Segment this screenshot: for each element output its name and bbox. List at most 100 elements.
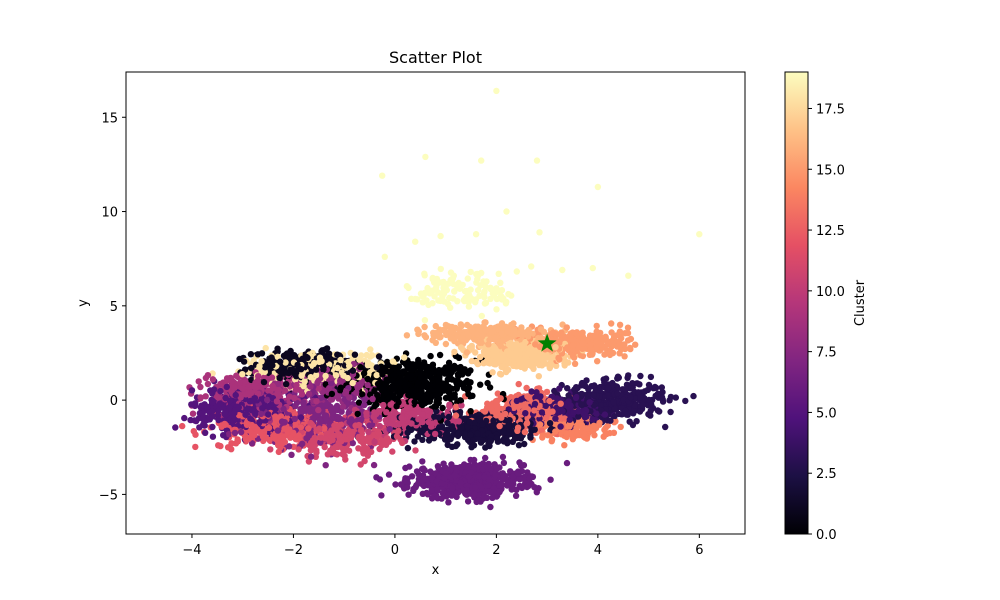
scatter-point <box>181 414 188 422</box>
scatter-point <box>412 238 419 245</box>
scatter-point <box>516 476 523 483</box>
scatter-point <box>467 456 474 464</box>
scatter-point <box>656 408 663 415</box>
scatter-point <box>505 290 512 298</box>
scatter-point <box>495 270 502 277</box>
scatter-point <box>189 410 197 417</box>
scatter-point <box>493 306 500 313</box>
scatter-point <box>536 229 543 236</box>
scatter-point <box>565 359 572 366</box>
scatter-point <box>437 232 444 240</box>
scatter-point <box>197 383 204 391</box>
scatter-point <box>411 438 418 445</box>
scatter-point <box>422 334 430 341</box>
scatter-point <box>548 438 555 445</box>
scatter-point <box>371 438 378 446</box>
scatter-point <box>419 299 426 306</box>
scatter-point <box>365 428 372 436</box>
scatter-point <box>500 295 507 302</box>
scatter-point <box>489 369 496 376</box>
scatter-point <box>478 312 485 320</box>
scatter-point <box>317 394 325 402</box>
scatter-point <box>403 332 411 339</box>
scatter-points <box>172 87 703 511</box>
scatter-point <box>349 439 356 447</box>
scatter-point <box>326 384 333 392</box>
scatter-point <box>455 354 463 361</box>
scatter-point <box>389 448 396 455</box>
scatter-point <box>478 157 485 164</box>
scatter-point <box>442 340 450 348</box>
scatter-point <box>318 402 325 409</box>
scatter-point <box>419 427 426 434</box>
scatter-point <box>667 393 675 401</box>
scatter-point <box>563 459 571 467</box>
scatter-point <box>527 434 534 441</box>
scatter-point <box>654 390 662 397</box>
scatter-point <box>484 379 491 387</box>
scatter-point <box>456 285 463 292</box>
scatter-point <box>204 403 211 411</box>
scatter-point <box>556 385 563 392</box>
scatter-point <box>497 395 504 402</box>
scatter-point <box>696 231 703 238</box>
scatter-point <box>404 444 412 452</box>
scatter-point <box>291 415 298 423</box>
scatter-point <box>217 442 224 450</box>
scatter-point <box>464 498 472 505</box>
scatter-point <box>322 462 329 469</box>
scatter-point <box>652 384 660 391</box>
scatter-point <box>419 436 426 443</box>
scatter-point <box>513 268 520 275</box>
scatter-point <box>477 381 484 388</box>
scatter-point <box>446 294 453 302</box>
scatter-point <box>268 374 276 381</box>
scatter-point <box>450 272 457 279</box>
scatter-point <box>428 495 436 502</box>
scatter-point <box>312 453 319 460</box>
scatter-point <box>521 440 528 448</box>
scatter-point <box>366 422 373 429</box>
scatter-point <box>547 476 554 483</box>
scatter-point <box>266 436 273 444</box>
scatter-point <box>467 408 474 415</box>
scatter-point <box>608 320 615 327</box>
scatter-point <box>247 351 255 358</box>
scatter-point <box>379 172 386 179</box>
scatter-point <box>625 372 632 379</box>
scatter-point <box>324 451 331 458</box>
scatter-point <box>636 408 644 415</box>
scatter-point <box>426 290 434 297</box>
scatter-point <box>357 461 364 468</box>
scatter-point <box>508 486 515 493</box>
scatter-point <box>594 358 601 365</box>
scatter-point <box>321 443 328 451</box>
scatter-point <box>188 387 196 394</box>
scatter-point <box>591 382 598 389</box>
scatter-point <box>472 231 480 238</box>
scatter-point <box>408 295 415 302</box>
scatter-point <box>533 157 541 164</box>
scatter-point <box>264 396 271 403</box>
scatter-point <box>499 453 507 461</box>
scatter-point <box>487 285 494 293</box>
scatter-point <box>472 349 479 356</box>
scatter-point <box>465 303 473 310</box>
scatter-point <box>533 389 540 396</box>
scatter-point <box>202 429 209 436</box>
scatter-point <box>514 470 522 477</box>
scatter-point <box>405 491 412 498</box>
scatter-point <box>635 389 642 396</box>
scatter-point <box>450 280 457 288</box>
scatter-point <box>391 364 399 372</box>
scatter-point <box>571 360 579 367</box>
scatter-point <box>624 324 632 331</box>
scatter-point <box>327 396 335 403</box>
scatter-point <box>515 442 523 449</box>
scatter-point <box>424 407 431 414</box>
scatter-point <box>573 384 580 391</box>
scatter-point <box>632 341 639 348</box>
scatter-point <box>672 394 679 401</box>
chart-title: Scatter Plot <box>389 48 482 67</box>
scatter-point <box>367 353 374 360</box>
